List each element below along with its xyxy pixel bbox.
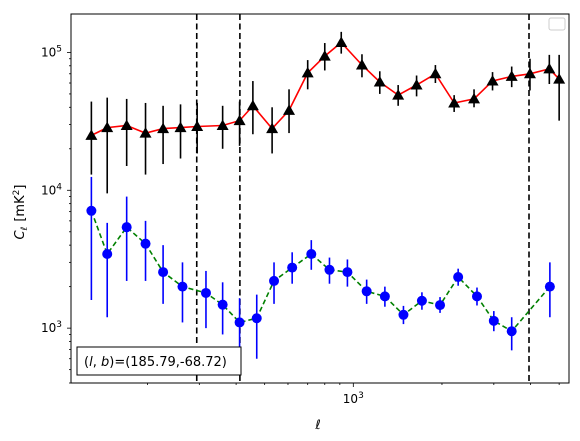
point-0-26 [553,73,566,84]
point-1-15 [361,286,372,297]
point-0-16 [373,76,386,87]
y-axis-label-unit-sup: 2 [12,190,22,196]
annotation-coords: =(185.79,-68.72) [114,355,227,370]
legend-box[interactable] [548,17,566,31]
point-1-8 [234,317,245,328]
point-1-19 [435,300,446,311]
ticks-layer: 103 104 105 103 [41,44,560,406]
point-0-12 [301,66,314,78]
y-axis-label-main: C [13,229,28,239]
y-tick-label-0: 103 [41,320,62,335]
point-0-5 [174,121,187,133]
point-1-22 [488,315,499,326]
y-axis-label-unit-end: ] [13,185,28,190]
point-0-20 [448,96,461,108]
point-0-21 [468,92,481,104]
point-0-24 [523,67,536,79]
point-0-14 [335,36,348,48]
point-0-8 [233,114,246,126]
point-0-10 [266,122,279,134]
point-0-18 [410,79,423,90]
point-0-22 [486,75,499,86]
point-0-13 [318,50,331,61]
point-1-1 [102,248,113,259]
point-0-3 [139,127,152,138]
point-1-24 [544,281,555,292]
point-1-3 [140,238,151,249]
y-tick-label-1: 104 [41,182,62,197]
point-0-15 [355,59,368,70]
point-0-11 [283,104,296,115]
point-1-16 [379,291,390,302]
point-0-9 [246,99,259,111]
point-0-4 [157,122,170,134]
point-1-10 [269,275,280,286]
annotation-l: l [89,355,93,370]
point-1-6 [200,287,211,298]
point-1-17 [398,309,409,320]
point-1-5 [177,281,188,292]
point-0-0 [85,129,98,140]
point-1-7 [217,299,228,310]
point-1-13 [324,264,335,275]
point-1-14 [342,267,353,278]
point-0-2 [120,119,133,131]
y-axis-label-unit: [mK [13,195,28,222]
point-1-21 [471,291,482,302]
point-0-6 [191,120,204,132]
x-axis-label: ℓ [314,418,320,433]
point-0-1 [101,121,114,133]
point-1-4 [158,267,169,278]
point-1-18 [416,295,427,306]
series-1 [86,176,555,366]
point-0-19 [429,67,442,79]
series-layer [85,31,566,366]
x-tick-label-0: 103 [343,391,364,406]
point-1-0 [86,205,97,216]
y-axis-label: Cℓ [mK2] [12,185,30,240]
y-axis-label-sub: ℓ [20,227,30,232]
point-0-17 [392,89,405,100]
point-0-25 [543,62,556,74]
point-1-20 [453,271,464,282]
point-1-12 [306,248,317,259]
point-0-7 [216,119,229,131]
point-0-23 [505,70,518,81]
annotation-text: (l, b)=(185.79,-68.72) [84,355,227,370]
point-1-2 [121,222,132,233]
annotation-box: (l, b)=(185.79,-68.72) [76,346,242,376]
annotation-b: b [101,355,109,370]
y-tick-label-2: 105 [41,44,62,59]
point-1-11 [287,262,298,273]
point-1-9 [251,313,262,324]
series-0 [85,31,566,194]
plot-frame [70,13,570,384]
point-1-23 [506,326,517,337]
